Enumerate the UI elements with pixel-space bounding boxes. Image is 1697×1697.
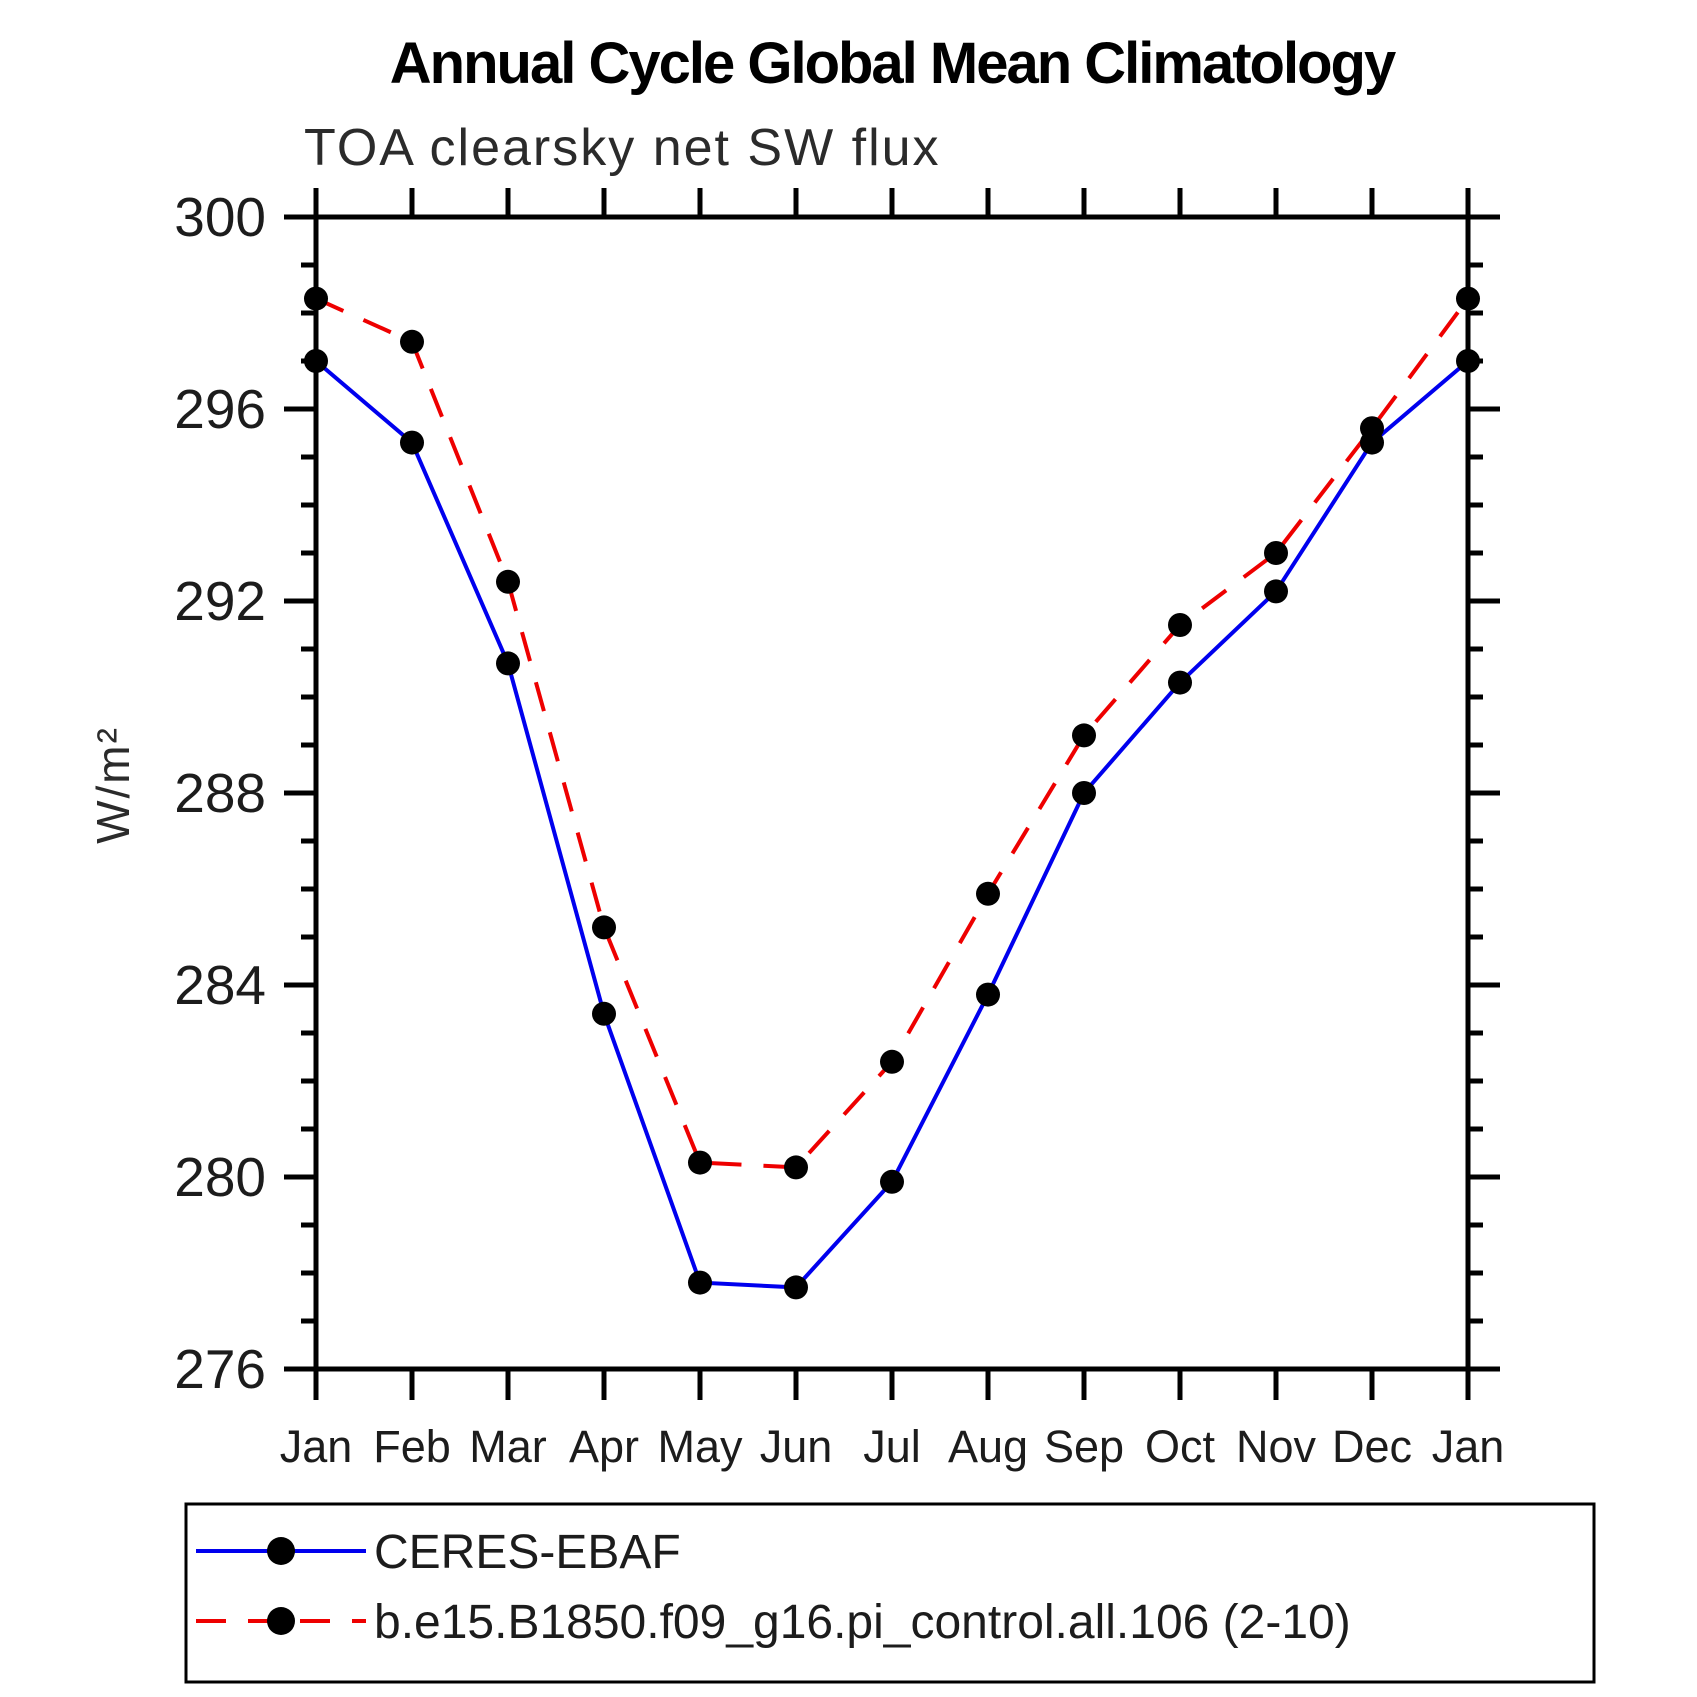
legend-label-1: b.e15.B1850.f09_g16.pi_control.all.106 (… — [374, 1596, 1351, 1649]
data-point — [1360, 416, 1384, 441]
data-point — [688, 1150, 712, 1175]
legend-label-0: CERES-EBAF — [374, 1526, 681, 1579]
data-point — [976, 982, 1000, 1007]
data-point — [1264, 541, 1288, 565]
data-point — [304, 349, 328, 373]
data-point — [1072, 723, 1096, 748]
data-point — [880, 1049, 904, 1074]
data-point — [400, 329, 424, 354]
x-tick-label: Jul — [863, 1421, 921, 1472]
x-tick-label: Aug — [948, 1421, 1028, 1472]
data-point — [1168, 613, 1192, 637]
x-tick-label: Jun — [760, 1421, 833, 1472]
data-point — [1072, 781, 1096, 805]
data-point — [976, 881, 1000, 906]
series-line-0 — [314, 359, 1470, 1290]
x-tick-label: Jan — [280, 1421, 353, 1472]
chart-title: Annual Cycle Global Mean Climatology — [389, 31, 1396, 96]
legend-marker-1 — [267, 1607, 295, 1635]
x-tick-label: Feb — [373, 1421, 451, 1472]
data-point — [496, 651, 520, 676]
data-point — [592, 1001, 616, 1026]
series-line-1 — [315, 296, 1470, 1170]
data-point — [784, 1275, 808, 1300]
y-tick-label: 300 — [174, 186, 266, 248]
data-point — [496, 569, 520, 594]
legend-box — [184, 1502, 1596, 1684]
data-point — [1264, 579, 1288, 604]
data-point — [304, 286, 328, 311]
y-tick-label: 292 — [174, 570, 266, 632]
legend-marker-0 — [267, 1537, 295, 1565]
y-tick-label: 284 — [174, 954, 266, 1016]
data-point — [400, 430, 424, 455]
x-tick-label: Apr — [569, 1421, 639, 1472]
data-point — [880, 1169, 904, 1194]
x-tick-label: May — [657, 1421, 743, 1472]
x-tick-label: Oct — [1145, 1421, 1216, 1472]
data-point — [784, 1155, 808, 1180]
data-point — [1168, 670, 1192, 695]
chart-subtitle: TOA clearsky net SW flux — [304, 119, 941, 177]
y-tick-label: 276 — [174, 1338, 266, 1400]
y-tick-label: 280 — [174, 1146, 266, 1208]
x-tick-label: Jan — [1432, 1421, 1505, 1472]
x-tick-label: Dec — [1332, 1421, 1412, 1472]
x-tick-label: Nov — [1236, 1421, 1317, 1472]
data-point — [688, 1270, 712, 1295]
y-tick-label: 296 — [174, 378, 266, 440]
data-point — [592, 915, 616, 940]
plot-frame — [313, 214, 1471, 1372]
data-point — [1456, 349, 1480, 373]
x-tick-label: Sep — [1044, 1421, 1124, 1472]
x-tick-label: Mar — [469, 1421, 547, 1472]
y-tick-label: 288 — [174, 762, 266, 824]
data-point — [1456, 286, 1480, 311]
